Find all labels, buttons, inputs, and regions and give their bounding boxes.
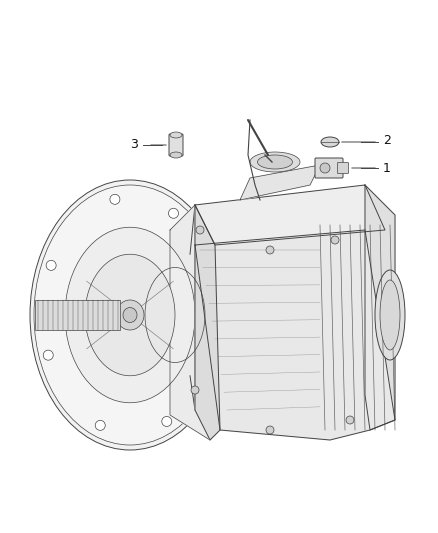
Ellipse shape xyxy=(116,300,144,330)
Circle shape xyxy=(266,246,274,254)
Ellipse shape xyxy=(170,132,182,138)
Circle shape xyxy=(46,260,56,270)
Polygon shape xyxy=(240,165,320,200)
FancyBboxPatch shape xyxy=(35,300,120,330)
Ellipse shape xyxy=(258,155,293,169)
Polygon shape xyxy=(365,185,395,430)
Circle shape xyxy=(43,350,53,360)
Circle shape xyxy=(207,270,217,280)
Ellipse shape xyxy=(34,185,226,445)
Text: 1: 1 xyxy=(383,161,391,174)
Ellipse shape xyxy=(250,152,300,172)
Ellipse shape xyxy=(30,180,230,450)
Text: 2: 2 xyxy=(383,133,391,147)
Circle shape xyxy=(331,236,339,244)
Circle shape xyxy=(346,416,354,424)
Ellipse shape xyxy=(380,280,400,350)
Ellipse shape xyxy=(123,308,137,322)
Ellipse shape xyxy=(320,163,330,173)
Polygon shape xyxy=(195,230,395,440)
Ellipse shape xyxy=(85,254,175,376)
FancyBboxPatch shape xyxy=(338,163,349,174)
Polygon shape xyxy=(195,205,220,440)
Ellipse shape xyxy=(375,270,405,360)
Circle shape xyxy=(110,195,120,204)
Circle shape xyxy=(162,416,172,426)
Ellipse shape xyxy=(170,152,182,158)
Circle shape xyxy=(266,426,274,434)
Polygon shape xyxy=(170,205,215,440)
Ellipse shape xyxy=(65,227,195,403)
Text: 3: 3 xyxy=(130,139,138,151)
FancyBboxPatch shape xyxy=(315,158,343,178)
Circle shape xyxy=(169,208,179,219)
Circle shape xyxy=(196,226,204,234)
FancyBboxPatch shape xyxy=(169,134,183,156)
Circle shape xyxy=(95,421,105,430)
Circle shape xyxy=(191,386,199,394)
Ellipse shape xyxy=(321,137,339,147)
Polygon shape xyxy=(195,185,385,245)
Circle shape xyxy=(204,360,214,370)
